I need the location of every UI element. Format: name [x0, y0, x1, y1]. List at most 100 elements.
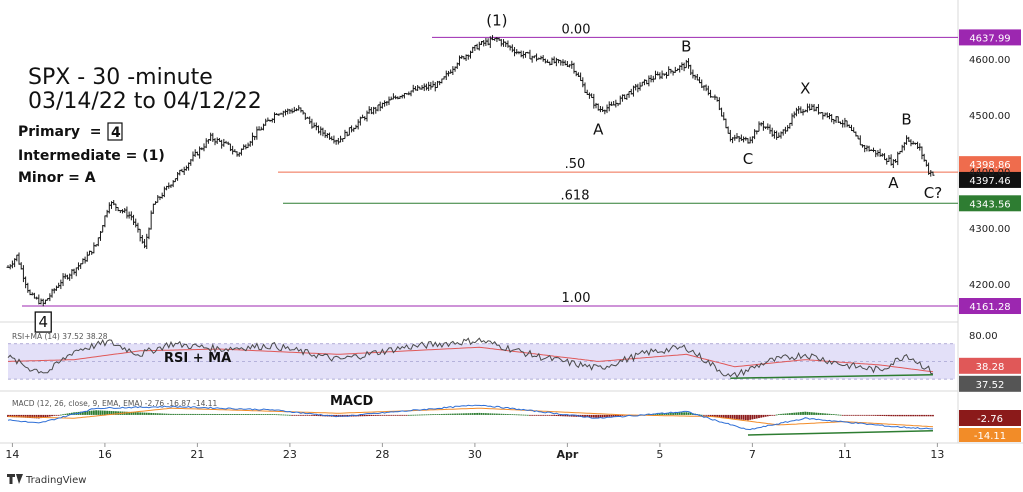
- macd-histogram-bar: [584, 414, 586, 418]
- macd-histogram-bar: [592, 414, 595, 418]
- macd-histogram-bar: [573, 414, 575, 417]
- macd-histogram-bar: [37, 414, 40, 419]
- wave-label: A: [593, 120, 604, 138]
- macd-histogram-bar: [81, 411, 84, 415]
- macd-histogram-bar: [13, 414, 16, 418]
- macd-histogram-bar: [432, 414, 434, 416]
- macd-histogram-bar: [251, 414, 254, 415]
- time-tick-label: Apr: [556, 448, 578, 461]
- macd-histogram-bar: [405, 414, 408, 416]
- macd-histogram-bar: [773, 414, 776, 416]
- macd-histogram-bar: [863, 414, 866, 416]
- price-tick-label: 4500.00: [969, 111, 1010, 122]
- macd-histogram-bar: [185, 413, 188, 415]
- time-tick-label: 7: [749, 448, 756, 461]
- macd-histogram-bar: [793, 412, 796, 415]
- macd-histogram-bar: [575, 414, 578, 417]
- price-tick-label: 4200.00: [969, 280, 1010, 291]
- last-price-tag-text: 4397.46: [969, 176, 1010, 187]
- macd-histogram-bar: [203, 413, 205, 415]
- macd-histogram-bar: [438, 414, 441, 415]
- macd-histogram-bar: [392, 414, 395, 416]
- price-tick-label: 4600.00: [969, 55, 1010, 66]
- macd-histogram-bar: [222, 414, 225, 415]
- chart-subtitle: 03/14/22 to 04/12/22: [28, 89, 262, 114]
- tradingview-logo: [7, 474, 23, 484]
- macd-histogram-bar: [311, 414, 313, 416]
- macd-histogram-bar: [247, 414, 249, 415]
- macd-indicator-label: MACD (12, 26, close, 9, EMA, EMA) -2.76 …: [12, 399, 218, 408]
- macd-histogram-bar: [513, 414, 516, 416]
- macd-histogram-bar: [130, 411, 133, 415]
- macd-histogram-bar: [542, 414, 545, 416]
- macd-histogram-bar: [205, 413, 208, 415]
- rsi-tick-label: 80.00: [969, 331, 998, 342]
- fib-levels: 0.00 4637.99 .50 4398.86 .618 4343.56 1.00 4161…: [22, 22, 1021, 315]
- macd-histogram-bar: [529, 414, 531, 416]
- price-tick-label: 4400.00: [969, 168, 1010, 179]
- macd-histogram-bar: [132, 412, 135, 415]
- fib-price-tag: [959, 195, 1021, 212]
- macd-histogram-bar: [866, 414, 868, 416]
- macd-histogram-bar: [890, 414, 893, 417]
- macd-divergence-line: [747, 430, 933, 436]
- macd-histogram-bar: [782, 413, 785, 415]
- macd-histogram-bar: [780, 413, 782, 415]
- macd-histogram-bar: [835, 414, 837, 416]
- macd-histogram-bar: [18, 414, 20, 418]
- macd-histogram-bar: [736, 414, 738, 420]
- macd-histogram-bar: [467, 413, 470, 415]
- macd-histogram-bar: [319, 414, 322, 417]
- wave-label: X: [800, 80, 810, 98]
- macd-histogram-bar: [601, 414, 604, 418]
- macd-histogram-bar: [921, 414, 923, 417]
- macd-histogram-bar: [703, 414, 705, 416]
- macd-histogram-bar: [165, 413, 168, 415]
- wave-label: B: [901, 111, 911, 129]
- macd-histogram-bar: [813, 412, 815, 415]
- macd-histogram-bar: [832, 414, 835, 415]
- macd-histogram-bar: [456, 413, 459, 415]
- macd-histogram-bar: [888, 414, 890, 417]
- macd-signal-tag: [959, 428, 1021, 442]
- macd-histogram-bar: [156, 413, 159, 415]
- wave-label: C?: [924, 184, 942, 202]
- time-tick-label: 14: [5, 448, 19, 461]
- macd-histogram-bar: [846, 414, 848, 416]
- macd-histogram-bar: [837, 414, 840, 416]
- macd-histogram-bar: [425, 414, 428, 416]
- macd-histogram-bar: [929, 414, 932, 417]
- fib-level-label: 0.00: [562, 22, 591, 37]
- macd-histogram-bar: [192, 413, 194, 415]
- time-tick-label: 28: [375, 448, 389, 461]
- macd-histogram-bar: [771, 414, 774, 416]
- macd-histogram-bar: [540, 414, 542, 416]
- macd-histogram-bar: [489, 413, 492, 415]
- macd-histogram-bar: [183, 413, 186, 415]
- macd-histogram-bar: [797, 412, 800, 415]
- time-tick-label: 11: [838, 448, 852, 461]
- macd-histogram-bar: [760, 414, 763, 418]
- macd-histogram-bar: [68, 413, 71, 415]
- macd-histogram-bar: [698, 414, 701, 416]
- macd-histogram-bar: [709, 414, 712, 417]
- macd-histogram-bar: [291, 414, 293, 416]
- macd-histogram-bar: [850, 414, 853, 416]
- macd-histogram-bar: [240, 414, 243, 415]
- macd-histogram-bar: [249, 414, 252, 415]
- macd-histogram-bar: [346, 414, 349, 417]
- macd-histogram-bar: [927, 414, 930, 417]
- macd-histogram-bar: [35, 414, 38, 419]
- rsi-ma-tag-text: 38.28: [976, 362, 1005, 373]
- macd-histogram-bar: [341, 414, 344, 417]
- wave-labels: (1) A B C X A B C? 4: [34, 11, 942, 333]
- price-tick-label: 4300.00: [969, 224, 1010, 235]
- fib-price-tag-text: 4637.99: [969, 33, 1010, 44]
- macd-histogram-bar: [744, 414, 747, 421]
- macd-histogram-bar: [372, 414, 375, 416]
- macd-signal-line: [8, 407, 934, 428]
- macd-histogram-bar: [568, 414, 571, 417]
- macd-histogram-bar: [266, 414, 269, 415]
- macd-histogram-bar: [383, 414, 386, 416]
- macd-histogram-bar: [64, 413, 67, 415]
